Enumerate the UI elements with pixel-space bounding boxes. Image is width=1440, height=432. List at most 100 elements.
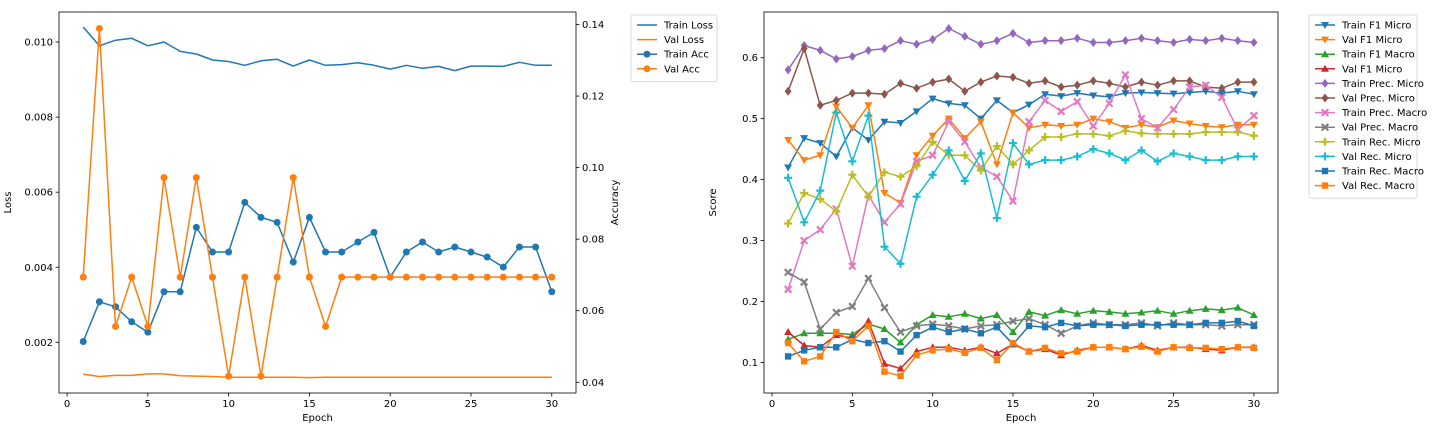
legend-label: Val F1 Micro: [1342, 35, 1402, 46]
data-point: [1186, 34, 1194, 44]
data-point: [402, 273, 410, 281]
data-point: [1154, 36, 1162, 46]
data-point: [944, 312, 953, 320]
data-point: [800, 44, 808, 54]
data-point: [1121, 70, 1130, 79]
legend-label: Train F1 Macro: [1341, 50, 1415, 61]
data-point: [1154, 80, 1162, 90]
data-point: [784, 328, 793, 336]
data-point: [849, 337, 856, 345]
data-point: [1233, 121, 1242, 129]
data-point: [944, 146, 953, 155]
data-point: [1233, 303, 1242, 311]
data-point: [848, 88, 856, 98]
data-point: [1249, 121, 1258, 129]
legend-label: Val Rec. Macro: [1342, 181, 1415, 192]
data-point: [483, 273, 491, 281]
data-point: [1218, 319, 1225, 327]
data-point: [880, 44, 888, 54]
data-point: [1089, 92, 1098, 100]
data-point: [864, 111, 873, 120]
data-point: [1137, 121, 1146, 129]
data-point: [945, 23, 953, 33]
data-point: [1217, 124, 1226, 132]
chart-0-axes: 0 5 10 15 20 25 30 0.002 0.004 0.006 0.008 0.010 Epo…: [3, 11, 621, 424]
data-point: [897, 78, 905, 88]
series-line: [83, 373, 552, 379]
data-point: [993, 36, 1001, 46]
series-val-prec-micro: [784, 44, 1258, 110]
data-point: [992, 172, 1001, 181]
data-point: [257, 372, 265, 380]
data-point: [816, 195, 825, 204]
legend-item: Val F1 Micro: [1315, 64, 1402, 75]
data-point: [402, 248, 410, 256]
data-point: [322, 322, 330, 330]
legend-label: Val Prec. Macro: [1342, 123, 1418, 134]
data-point: [992, 97, 1001, 105]
data-point: [896, 259, 905, 268]
series-train-rec-micro: [784, 126, 1258, 228]
legend-swatch-marker: [1320, 123, 1330, 132]
data-point: [1009, 28, 1017, 38]
legend-item: Val Prec. Micro: [1315, 93, 1415, 105]
data-point: [800, 358, 808, 365]
data-point: [1233, 88, 1242, 96]
data-point: [865, 322, 872, 330]
data-point: [1185, 82, 1194, 92]
data-point: [289, 174, 297, 182]
data-point: [1121, 309, 1130, 317]
data-point: [257, 213, 265, 221]
data-point: [1250, 37, 1258, 47]
data-point: [913, 331, 920, 339]
data-point: [928, 170, 937, 179]
data-point: [1041, 311, 1050, 319]
data-point: [1122, 322, 1129, 330]
data-point: [976, 314, 985, 322]
data-point: [880, 168, 889, 177]
data-point: [929, 77, 937, 87]
data-point: [419, 238, 427, 246]
legend-label: Train Prec. Macro: [1341, 108, 1427, 119]
y-tick-label: 0.5: [742, 114, 758, 125]
data-point: [1201, 88, 1210, 96]
legend-swatch-marker: [1321, 64, 1329, 72]
plot-frame: [763, 11, 1279, 394]
data-point: [1234, 36, 1242, 46]
data-point: [1217, 93, 1226, 102]
data-point: [1057, 82, 1065, 92]
data-point: [1137, 114, 1146, 123]
series-line: [82, 27, 552, 377]
data-point: [1008, 160, 1017, 169]
data-point: [1024, 117, 1034, 126]
data-point: [1025, 146, 1034, 155]
y2-tick-label: 0.08: [582, 235, 604, 246]
data-point: [1057, 350, 1065, 357]
chart-0-legend: Train Loss Val Loss Train Acc Val Acc: [630, 14, 718, 82]
data-point: [1234, 317, 1242, 325]
x-axis-label: Epoch: [302, 413, 333, 424]
data-point: [1008, 328, 1017, 336]
data-point: [1169, 117, 1178, 125]
data-point: [880, 303, 889, 312]
data-point: [880, 89, 888, 99]
data-point: [1041, 76, 1049, 86]
data-point: [128, 318, 136, 326]
data-point: [1041, 96, 1050, 105]
data-point: [1073, 129, 1082, 138]
data-point: [880, 118, 889, 126]
data-point: [1202, 36, 1210, 46]
x-tick-label: 0: [769, 399, 775, 410]
data-point: [816, 225, 825, 234]
data-point: [800, 157, 809, 165]
data-point: [1170, 37, 1178, 47]
data-point: [976, 321, 985, 331]
data-point: [1008, 316, 1018, 326]
y-tick-label: 0.010: [24, 38, 53, 49]
series-line: [787, 47, 1254, 107]
data-point: [992, 161, 1001, 169]
series-val-rec-micro: [784, 108, 1258, 268]
legend-item: Train Acc: [637, 50, 709, 61]
data-point: [1121, 90, 1130, 98]
data-point: [1025, 160, 1034, 169]
